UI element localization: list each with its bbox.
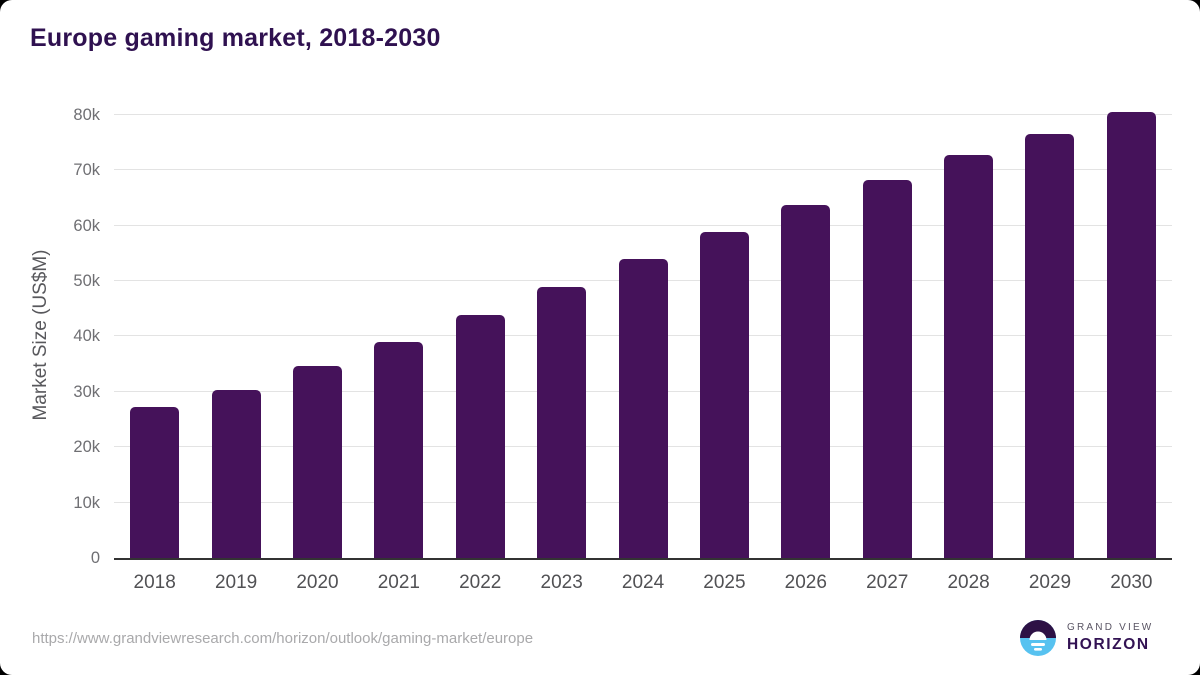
logo-product-name: HORIZON — [1067, 636, 1150, 653]
bar-2021 — [374, 342, 424, 558]
horizon-sun-icon — [1020, 620, 1056, 656]
grand-view-horizon-logo: GRAND VIEW HORIZON — [1020, 620, 1153, 656]
x-tick-label-2021: 2021 — [377, 572, 420, 593]
y-tick-label-0: 0 — [90, 549, 100, 567]
x-tick-label-2018: 2018 — [133, 572, 176, 593]
bar-2029 — [1025, 133, 1075, 558]
x-tick-label-2019: 2019 — [214, 572, 258, 593]
bar-2019 — [211, 389, 261, 558]
bar-column-2030 — [1091, 100, 1172, 558]
bar-column-2019 — [195, 100, 276, 558]
bar-2020 — [292, 366, 342, 558]
bar-column-2027 — [847, 100, 928, 558]
chart-title: Europe gaming market, 2018-2030 — [30, 24, 441, 52]
x-tick-label-2030: 2030 — [1110, 572, 1153, 593]
y-tick-label-10k: 10k — [73, 493, 100, 512]
y-tick-label-30k: 30k — [73, 382, 100, 401]
bar-2018 — [130, 406, 180, 558]
bar-2026 — [781, 205, 831, 558]
gridline-80k — [114, 113, 1172, 115]
x-tick-label-2028: 2028 — [947, 572, 990, 593]
bar-column-2023 — [521, 100, 602, 558]
bar-2030 — [1106, 111, 1156, 558]
bar-column-2029 — [1009, 100, 1090, 558]
bar-column-2026 — [765, 100, 846, 558]
bar-column-2020 — [277, 100, 358, 558]
x-tick-label-2023: 2023 — [540, 572, 583, 593]
bar-2024 — [618, 258, 668, 558]
plot-area: 0 10k 20k 30k 40k 50k 60k 70k 80k — [73, 100, 1172, 567]
gridline-70k — [114, 169, 1172, 171]
bar-2022 — [455, 314, 505, 558]
logo-text: GRAND VIEW HORIZON — [1067, 622, 1153, 654]
bar-2028 — [944, 155, 994, 558]
source-url: https://www.grandviewresearch.com/horizo… — [32, 630, 534, 647]
bar-series — [114, 100, 1172, 558]
y-tick-label-80k: 80k — [73, 105, 100, 124]
y-tick-label-50k: 50k — [73, 272, 100, 291]
gridline-60k — [114, 224, 1172, 226]
y-tick-label-70k: 70k — [73, 161, 100, 180]
bar-column-2028 — [928, 100, 1009, 558]
bar-2025 — [699, 232, 749, 558]
x-tick-label-2025: 2025 — [703, 572, 746, 593]
y-tick-label-20k: 20k — [73, 438, 100, 457]
x-tick-label-2029: 2029 — [1028, 572, 1072, 593]
bar-column-2021 — [358, 100, 439, 558]
bar-column-2024 — [602, 100, 683, 558]
x-tick-label-2027: 2027 — [866, 572, 909, 593]
x-tick-label-2024: 2024 — [621, 572, 665, 593]
x-axis-tick-labels: 2018 2019 2020 2021 2022 2023 2024 2025 2026 2027… — [114, 572, 1172, 594]
bar-column-2018 — [114, 100, 195, 558]
x-tick-label-2026: 2026 — [784, 572, 827, 593]
x-tick-label-2020: 2020 — [296, 572, 339, 593]
logo-brand-name: GRAND VIEW — [1067, 622, 1154, 633]
bar-2027 — [862, 179, 912, 558]
bar-2023 — [537, 287, 587, 558]
x-tick-label-2022: 2022 — [459, 572, 502, 593]
bar-column-2025 — [684, 100, 765, 558]
y-tick-label-40k: 40k — [73, 327, 100, 346]
y-tick-label-60k: 60k — [73, 216, 100, 235]
bar-column-2022 — [440, 100, 521, 558]
